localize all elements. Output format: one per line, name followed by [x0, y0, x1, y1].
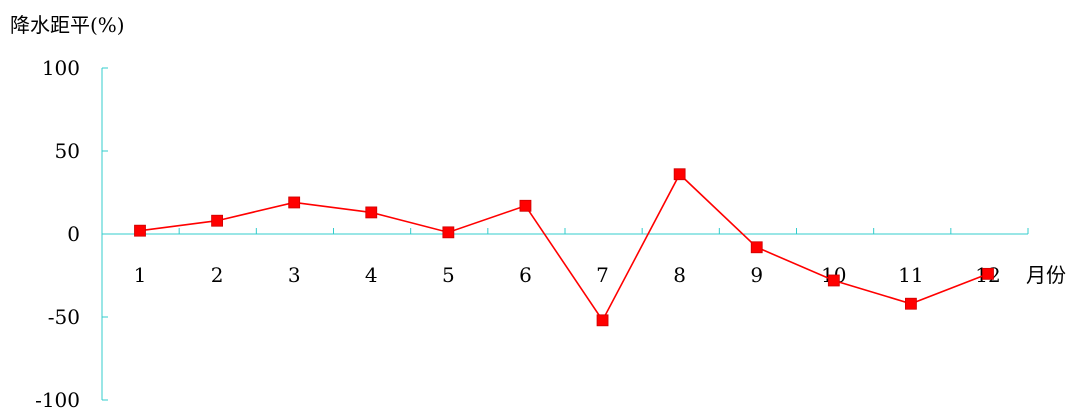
- data-point: [288, 196, 301, 209]
- data-point: [134, 224, 146, 237]
- data-point: [442, 226, 455, 239]
- y-tick-label: 100: [42, 56, 80, 80]
- x-tick-label: 3: [288, 263, 301, 287]
- data-point: [365, 206, 378, 219]
- data-point: [750, 241, 763, 254]
- series-layer: [134, 168, 994, 327]
- y-tick-label: 50: [55, 139, 80, 163]
- data-point: [673, 168, 686, 181]
- data-point: [519, 199, 532, 212]
- x-tick-label: 6: [519, 263, 532, 287]
- data-point: [905, 297, 917, 310]
- y-tick-label: 0: [67, 222, 80, 246]
- series-line: [139, 172, 989, 322]
- y-tick-label: -100: [35, 388, 80, 411]
- y-axis-title: 降水距平(%): [10, 13, 125, 37]
- y-tick-label: -50: [48, 305, 80, 329]
- x-tick-label: 5: [442, 263, 455, 287]
- x-axis-title: 月份: [1026, 263, 1066, 287]
- x-tick-label: 8: [673, 263, 686, 287]
- x-tick-label: 11: [898, 263, 923, 287]
- x-tick-label: 1: [134, 263, 147, 287]
- x-tick-labels: 123456789101112: [134, 263, 1001, 287]
- x-tick-label: 4: [365, 263, 378, 287]
- data-point: [596, 314, 609, 327]
- x-tick-label: 7: [596, 263, 609, 287]
- data-point: [211, 214, 223, 227]
- y-tick-labels: 100 50 0 -50 -100: [35, 56, 80, 412]
- data-point: [982, 267, 994, 280]
- x-tick-label: 2: [211, 263, 224, 287]
- data-point: [827, 274, 840, 287]
- axes: [101, 67, 1029, 401]
- x-tick-label: 9: [750, 263, 763, 287]
